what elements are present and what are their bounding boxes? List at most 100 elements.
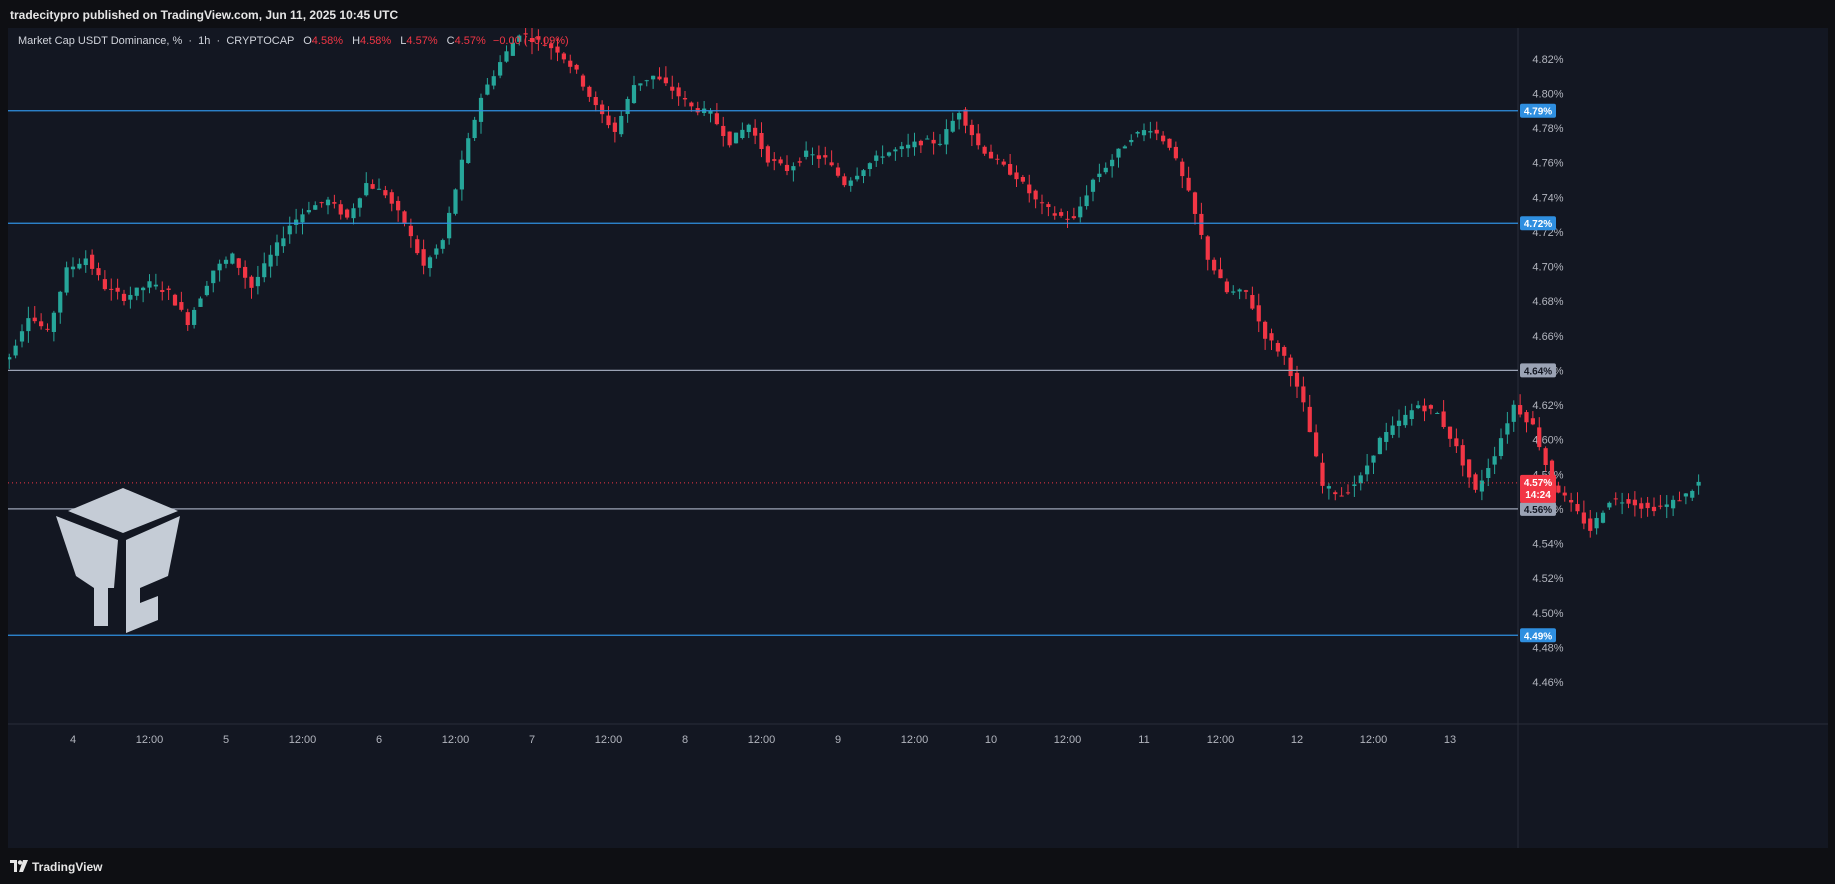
candle-body	[249, 276, 254, 288]
candle-body	[319, 202, 324, 204]
candle-body	[510, 42, 515, 56]
candle-body	[1492, 456, 1497, 465]
y-tick-label: 4.82%	[1532, 54, 1563, 66]
candle-body	[759, 132, 764, 150]
candle-body	[1326, 486, 1331, 489]
last-price-tag	[1520, 474, 1556, 503]
candle-body	[555, 46, 560, 53]
candle-body	[1192, 192, 1198, 214]
candle-body	[1199, 213, 1204, 235]
candle-body	[1575, 504, 1580, 512]
candle-body	[421, 249, 426, 266]
candle-body	[1263, 321, 1268, 339]
candle-body	[8, 357, 12, 360]
candle-body	[415, 239, 420, 254]
x-tick-label: 12:00	[1054, 734, 1082, 746]
x-tick-label: 11	[1138, 734, 1149, 746]
candle-body	[804, 150, 809, 157]
x-tick-label: 12:00	[1360, 734, 1388, 746]
plot-background	[8, 28, 1828, 848]
y-tick-label: 4.76%	[1532, 158, 1563, 170]
x-tick-label: 12:00	[136, 734, 164, 746]
level-price-label: 4.72%	[1524, 219, 1552, 230]
level-price-tag	[1520, 501, 1556, 516]
candle-body	[1403, 414, 1408, 426]
candle-body	[376, 188, 382, 190]
candle-body	[1486, 468, 1491, 478]
candle-body	[1008, 163, 1013, 175]
candle-body	[1314, 432, 1319, 457]
candle-body	[179, 302, 184, 310]
candle-body	[1447, 426, 1453, 439]
candle-body	[976, 133, 981, 146]
candle-body	[829, 162, 834, 166]
candle-body	[274, 242, 280, 256]
candle-body	[32, 317, 37, 322]
x-tick-label: 12:00	[748, 734, 776, 746]
candle-body	[243, 266, 248, 278]
candle-body	[1613, 498, 1618, 500]
candle-body	[1237, 289, 1242, 292]
candle-body	[708, 111, 713, 114]
candle-body	[1212, 259, 1217, 271]
candle-body	[944, 129, 949, 145]
candle-body	[1416, 405, 1421, 409]
candle-body	[912, 141, 917, 148]
candle-body	[192, 309, 197, 325]
candle-body	[294, 219, 299, 225]
candle-body	[848, 180, 853, 186]
candle-body	[1161, 135, 1166, 142]
candle-body	[918, 140, 923, 146]
candlestick-chart[interactable]: 4.46% 4.48% 4.50% 4.52% 4.54% 4.56% 4.58% 4.60%…	[8, 28, 1828, 848]
candle-body	[1122, 146, 1127, 149]
candle-body	[160, 290, 165, 293]
candle-body	[765, 146, 770, 163]
x-tick-label: 12	[1291, 734, 1303, 746]
legend-close-value: 4.57%	[454, 35, 486, 47]
candle-body	[434, 248, 439, 255]
candle-body	[625, 98, 630, 114]
candle-body	[1467, 459, 1472, 478]
candle-body	[1549, 460, 1555, 485]
candle-body	[1422, 405, 1427, 412]
candle-body	[223, 259, 229, 264]
candle-body	[714, 113, 719, 125]
candle-body	[153, 284, 158, 287]
candle-body	[867, 163, 872, 170]
candle-body	[1141, 130, 1147, 136]
candle-body	[185, 312, 190, 326]
y-tick-label: 4.62%	[1532, 400, 1563, 412]
candle-body	[823, 155, 828, 158]
candle-body	[383, 190, 388, 196]
level-price-tag	[1520, 103, 1556, 118]
tradingview-footer: TradingView	[0, 848, 1835, 884]
candle-body	[568, 60, 573, 67]
candle-body	[638, 83, 643, 86]
candle-body	[1473, 474, 1478, 490]
candle-body	[204, 285, 209, 296]
candle-body	[963, 109, 968, 126]
candle-body	[491, 76, 496, 86]
candle-body	[1396, 420, 1402, 426]
candle-body	[1524, 412, 1529, 423]
candle-body	[1218, 269, 1223, 279]
candle-body	[1498, 438, 1504, 457]
candle-body	[969, 124, 974, 136]
candle-body	[325, 199, 331, 206]
candle-body	[1269, 333, 1274, 341]
candle-body	[1690, 490, 1695, 498]
candle-body	[115, 287, 120, 292]
candle-body	[77, 263, 82, 269]
candle-body	[1090, 179, 1096, 192]
legend-close-label: C	[446, 35, 455, 47]
candle-body	[141, 287, 146, 291]
y-tick-label: 4.70%	[1532, 262, 1563, 274]
candle-body	[268, 254, 273, 267]
candle-body	[70, 266, 76, 270]
y-tick-label: 4.74%	[1532, 192, 1563, 204]
candle-body	[740, 129, 745, 138]
candle-body	[1696, 481, 1701, 486]
candle-body	[1205, 236, 1210, 260]
candle-body	[1052, 213, 1057, 216]
candle-body	[733, 132, 739, 144]
